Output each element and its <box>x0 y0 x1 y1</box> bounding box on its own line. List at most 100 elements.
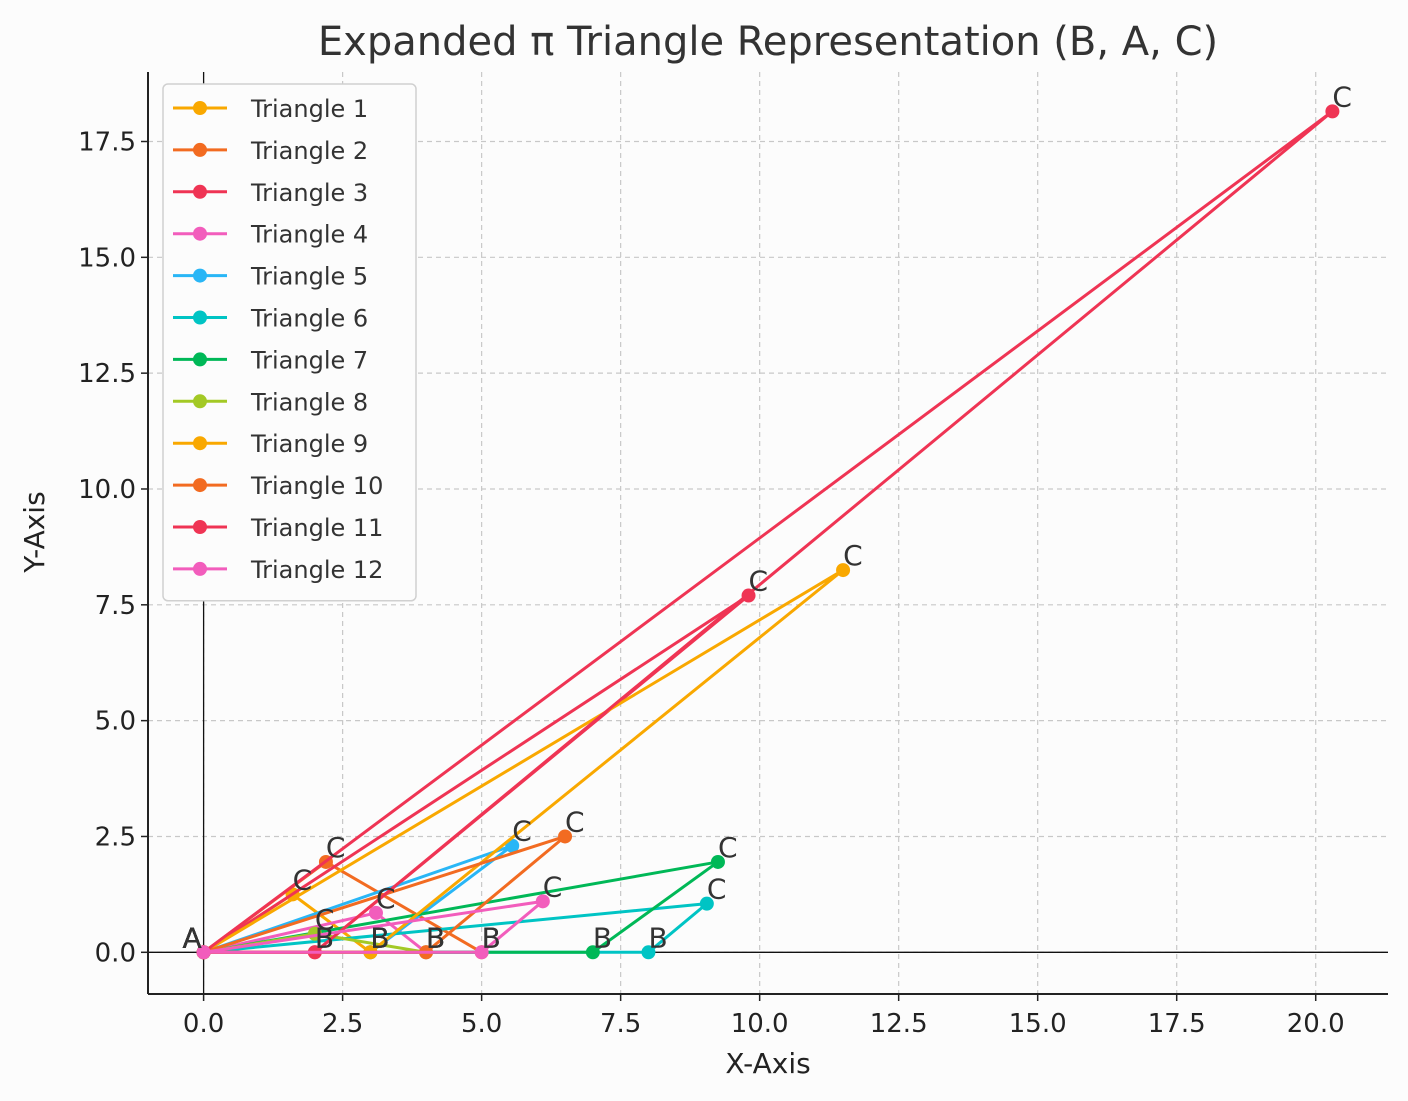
legend-swatch-marker <box>193 352 207 367</box>
point-label: A <box>182 921 201 954</box>
legend-label: Triangle 7 <box>250 346 368 374</box>
x-tick-label: 0.0 <box>183 1009 224 1039</box>
y-axis-label: Y-Axis <box>18 491 51 573</box>
point-label: B <box>426 921 445 954</box>
y-tick-label: 12.5 <box>78 359 136 389</box>
legend-label: Triangle 2 <box>250 137 368 165</box>
legend-label: Triangle 6 <box>250 305 368 333</box>
series-group <box>196 104 1340 960</box>
point-label: A <box>182 921 201 954</box>
point-label: A <box>182 921 201 954</box>
legend-item: Triangle 4 <box>173 221 368 249</box>
x-axis-label: X-Axis <box>725 1047 810 1080</box>
point-label: B <box>482 921 501 954</box>
legend-item: Triangle 11 <box>173 514 383 542</box>
x-tick-label: 7.5 <box>600 1009 641 1039</box>
point-label: C <box>565 805 585 838</box>
legend-item: Triangle 10 <box>173 472 383 500</box>
point-label: B <box>426 921 445 954</box>
legend-label: Triangle 3 <box>250 179 368 207</box>
legend-item: Triangle 12 <box>173 556 383 584</box>
y-tick-label: 0.0 <box>95 938 136 968</box>
point-label: C <box>512 815 532 848</box>
point-label: A <box>182 921 201 954</box>
y-tick-label: 5.0 <box>95 707 136 737</box>
legend-label: Triangle 11 <box>250 514 383 542</box>
data-point <box>196 945 211 960</box>
point-label: A <box>182 921 201 954</box>
point-label: B <box>315 921 334 954</box>
legend-label: Triangle 12 <box>250 556 383 584</box>
legend-label: Triangle 1 <box>250 95 368 123</box>
legend-item: Triangle 3 <box>173 179 368 207</box>
point-label: C <box>293 863 313 896</box>
data-point <box>474 945 489 960</box>
legend-label: Triangle 5 <box>250 263 368 291</box>
point-label: A <box>182 921 201 954</box>
legend-swatch-marker <box>193 184 207 199</box>
legend-swatch-marker <box>193 436 207 451</box>
point-label: B <box>370 921 389 954</box>
y-tick-label: 2.5 <box>95 822 136 852</box>
legend-label: Triangle 10 <box>250 472 383 500</box>
point-label: B <box>482 921 501 954</box>
point-label: B <box>593 921 612 954</box>
x-tick-label: 2.5 <box>322 1009 363 1039</box>
point-label: C <box>749 565 769 598</box>
series-line <box>202 899 545 954</box>
legend-swatch-marker <box>193 226 207 241</box>
point-label: C <box>326 831 346 864</box>
data-point <box>836 563 851 578</box>
data-point <box>535 894 550 909</box>
point-label: B <box>315 921 334 954</box>
point-label: B <box>426 921 445 954</box>
legend-item: Triangle 1 <box>173 95 368 123</box>
point-label: C <box>843 539 863 572</box>
data-point <box>699 896 714 911</box>
point-label: A <box>182 921 201 954</box>
legend-box <box>162 83 417 602</box>
legend-item: Triangle 9 <box>173 430 368 458</box>
data-point <box>585 945 600 960</box>
point-label: A <box>182 921 201 954</box>
y-tick-label: 7.5 <box>95 591 136 621</box>
legend-swatch-marker <box>193 478 207 493</box>
tick-labels: 0.0 2.5 5.0 7.5 10.0 12.5 15.0 17.5 20.0 0.0 2.5 5.… <box>78 127 1345 1039</box>
series-triangle-12 <box>196 894 550 960</box>
data-point <box>710 854 725 869</box>
chart-title: Expanded π Triangle Representation (B, A… <box>318 19 1218 65</box>
point-label: B <box>370 921 389 954</box>
point-label: C <box>315 903 335 936</box>
point-label: A <box>182 921 201 954</box>
legend-swatch-marker <box>193 561 207 576</box>
point-label: C <box>707 873 727 906</box>
point-label: B <box>370 921 389 954</box>
legend-item: Triangle 2 <box>173 137 368 165</box>
legend-item: Triangle 7 <box>173 346 368 374</box>
x-tick-label: 20.0 <box>1287 1009 1345 1039</box>
point-label: A <box>182 921 201 954</box>
legend-swatch-marker <box>193 310 207 325</box>
axes-spines <box>147 72 1388 995</box>
x-tick-label: 15.0 <box>1009 1009 1067 1039</box>
legend-item: Triangle 5 <box>173 263 368 291</box>
point-label: C <box>1332 80 1352 113</box>
point-label: C <box>543 870 563 903</box>
legend-swatch-marker <box>193 268 207 283</box>
point-label: A <box>182 921 201 954</box>
legend-swatch-marker <box>193 101 207 115</box>
point-label: B <box>648 921 667 954</box>
x-tick-label: 10.0 <box>731 1009 789 1039</box>
legend-label: Triangle 9 <box>250 430 368 458</box>
legend-item: Triangle 6 <box>173 305 368 333</box>
x-tick-label: 5.0 <box>461 1009 502 1039</box>
legend-swatch-marker <box>193 394 207 409</box>
x-tick-label: 12.5 <box>870 1009 928 1039</box>
y-tick-label: 10.0 <box>78 475 136 505</box>
legend-item: Triangle 8 <box>173 388 368 416</box>
data-point <box>368 905 383 920</box>
data-point <box>641 945 656 960</box>
point-label: C <box>718 831 738 864</box>
